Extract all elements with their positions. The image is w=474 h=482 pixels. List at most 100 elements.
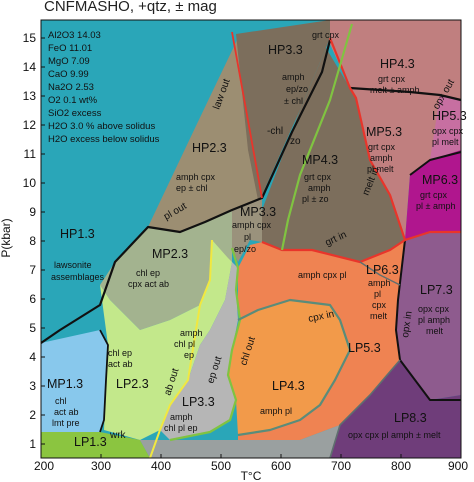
x-tick-label: 400 <box>151 459 171 473</box>
field-mp13-line: chl <box>55 396 67 406</box>
composition-line: Al2O3 14.03 <box>48 30 101 41</box>
field-mp13-name: MP1.3 <box>47 377 83 391</box>
field-lp73-area <box>396 232 461 400</box>
field-hp13-name: HP1.3 <box>60 227 95 241</box>
field-hp13-line: assemblages <box>51 272 105 282</box>
field-lp33-line: chl pl ep <box>164 423 198 433</box>
field-hp43-line: melt ± amph <box>370 85 419 95</box>
field-hp53-area <box>430 95 461 168</box>
field-lp13-area <box>41 432 150 458</box>
field-lp23-name: LP2.3 <box>116 377 149 391</box>
field-lp33-area <box>160 262 238 440</box>
black-boundary-hp1 <box>40 39 332 344</box>
field-lp43-area <box>228 300 350 435</box>
plot-frame <box>40 19 462 459</box>
y-tick-label: 7 <box>29 263 36 277</box>
black-boundary-mp5 <box>409 151 462 176</box>
y-tick-label: 14 <box>23 60 37 74</box>
y-axis-label: P(kbar) <box>0 218 13 257</box>
field-mp33-line: amph cpx <box>232 220 272 230</box>
red-line-hp2 <box>231 31 263 199</box>
field-lp83-area <box>330 360 461 458</box>
field-mp43-name: MP4.3 <box>302 153 338 167</box>
composition-line: H2O 3.0 % above solidus <box>48 121 155 132</box>
composition-line: O2 0.1 wt% <box>48 95 98 106</box>
y-tick-label: 11 <box>24 147 37 161</box>
field-hp13-line: lawsonite <box>54 260 92 270</box>
field-lp23-area <box>100 240 232 440</box>
y-tick-label: 4 <box>29 350 36 364</box>
x-tick-label: 500 <box>211 459 231 473</box>
field-hp53-line: pl melt <box>432 137 459 147</box>
field-lp33-line: amph <box>170 412 193 422</box>
x-tick-label: 900 <box>448 459 468 473</box>
field-hp33-line: grt cpx <box>312 30 340 40</box>
field-mp33-area <box>232 198 262 262</box>
field-hp33-line: ep/zo <box>286 84 308 94</box>
field-mp53-line: grt cpx <box>368 142 396 152</box>
field-lp23-line: act ab <box>108 359 133 369</box>
reaction-zo-label: zo <box>290 136 301 147</box>
field-hp43-area <box>330 20 461 100</box>
composition-line: MgO 7.09 <box>48 56 90 67</box>
field-lp73-line: pl amph <box>418 315 450 325</box>
field-lp83-line: opx cpx pl amph ± melt <box>348 430 441 440</box>
grey-boundary-lp6 <box>359 261 401 286</box>
field-hp53-name: HP5.3 <box>432 109 467 123</box>
field-lp83-name: LP8.3 <box>394 411 427 425</box>
field-lp13-name: LP1.3 <box>74 435 107 449</box>
field-hp43-line: grt cpx <box>378 74 406 84</box>
field-mp43-line: amph <box>308 183 331 193</box>
field-mp33-name: MP3.3 <box>240 205 276 219</box>
y-tick-label: 8 <box>29 234 36 248</box>
field-amph-small-line: ep <box>184 350 194 360</box>
field-mp33-line: ep/zo <box>234 244 256 254</box>
field-lp73-line: opx cpx <box>418 304 450 314</box>
x-axis: 200 300 400 500 600 700 800 900 T°C <box>34 454 468 482</box>
green-line-hp3 <box>280 23 354 251</box>
y-tick-label: 5 <box>29 321 36 335</box>
black-boundary-mp1 <box>99 329 109 433</box>
field-hp33-name: HP3.3 <box>268 43 303 57</box>
y-tick-label: 3 <box>29 379 36 393</box>
field-hp33-line: amph <box>282 72 305 82</box>
field-amph-small-line: chl pl <box>174 339 195 349</box>
field-lp53-name: LP5.3 <box>348 341 381 355</box>
x-tick-label: 700 <box>331 459 351 473</box>
field-labels: HP1.3 lawsonite assemblages HP2.3 amph c… <box>47 30 467 449</box>
y-tick-label: 2 <box>29 408 36 422</box>
field-hp53-line: opx cpx <box>432 126 464 136</box>
reaction-lines <box>40 23 462 459</box>
field-hp23-name: HP2.3 <box>192 141 227 155</box>
field-lp63-name: LP6.3 <box>366 263 399 277</box>
field-hp23-line: ep ± chl <box>176 183 207 193</box>
y-axis: 1 2 3 4 5 6 7 8 9 10 11 12 13 14 15 P(kb… <box>0 31 45 451</box>
yellow-line-ab <box>149 239 213 459</box>
field-mp53-line: amph <box>370 153 393 163</box>
field-mp63-line: grt cpx <box>420 190 448 200</box>
field-mp63-area <box>405 150 461 240</box>
field-lp23-line: chl ep <box>108 348 132 358</box>
x-axis-label: T°C <box>241 469 262 482</box>
y-tick-label: 15 <box>23 31 37 45</box>
composition-line: H2O excess below solidus <box>48 134 160 145</box>
y-tick-label: 1 <box>29 437 36 451</box>
field-mp53-area <box>350 88 461 240</box>
reaction-chl-out-upper-label: -chl <box>267 126 283 137</box>
field-amph-small-line: amph <box>180 328 203 338</box>
field-amph-cpx-pl-line: amph cpx pl <box>298 270 347 280</box>
field-mp53-name: MP5.3 <box>366 125 402 139</box>
green-line-mp <box>169 247 242 442</box>
grey-boundary-lp5 <box>329 359 401 459</box>
composition-line: FeO 11.01 <box>48 43 92 54</box>
field-mp43-line: pl ± zo <box>302 194 328 204</box>
field-lp53-area <box>238 240 405 440</box>
field-hp23-area <box>148 38 262 232</box>
red-line-melt <box>404 230 461 242</box>
diagram-title: CNFMASHO, +qtz, ± mag <box>44 0 217 15</box>
y-tick-label: 6 <box>29 292 36 306</box>
field-lp43-name: LP4.3 <box>272 379 305 393</box>
field-lp63-area <box>360 240 405 285</box>
field-mp43-area <box>262 48 405 262</box>
